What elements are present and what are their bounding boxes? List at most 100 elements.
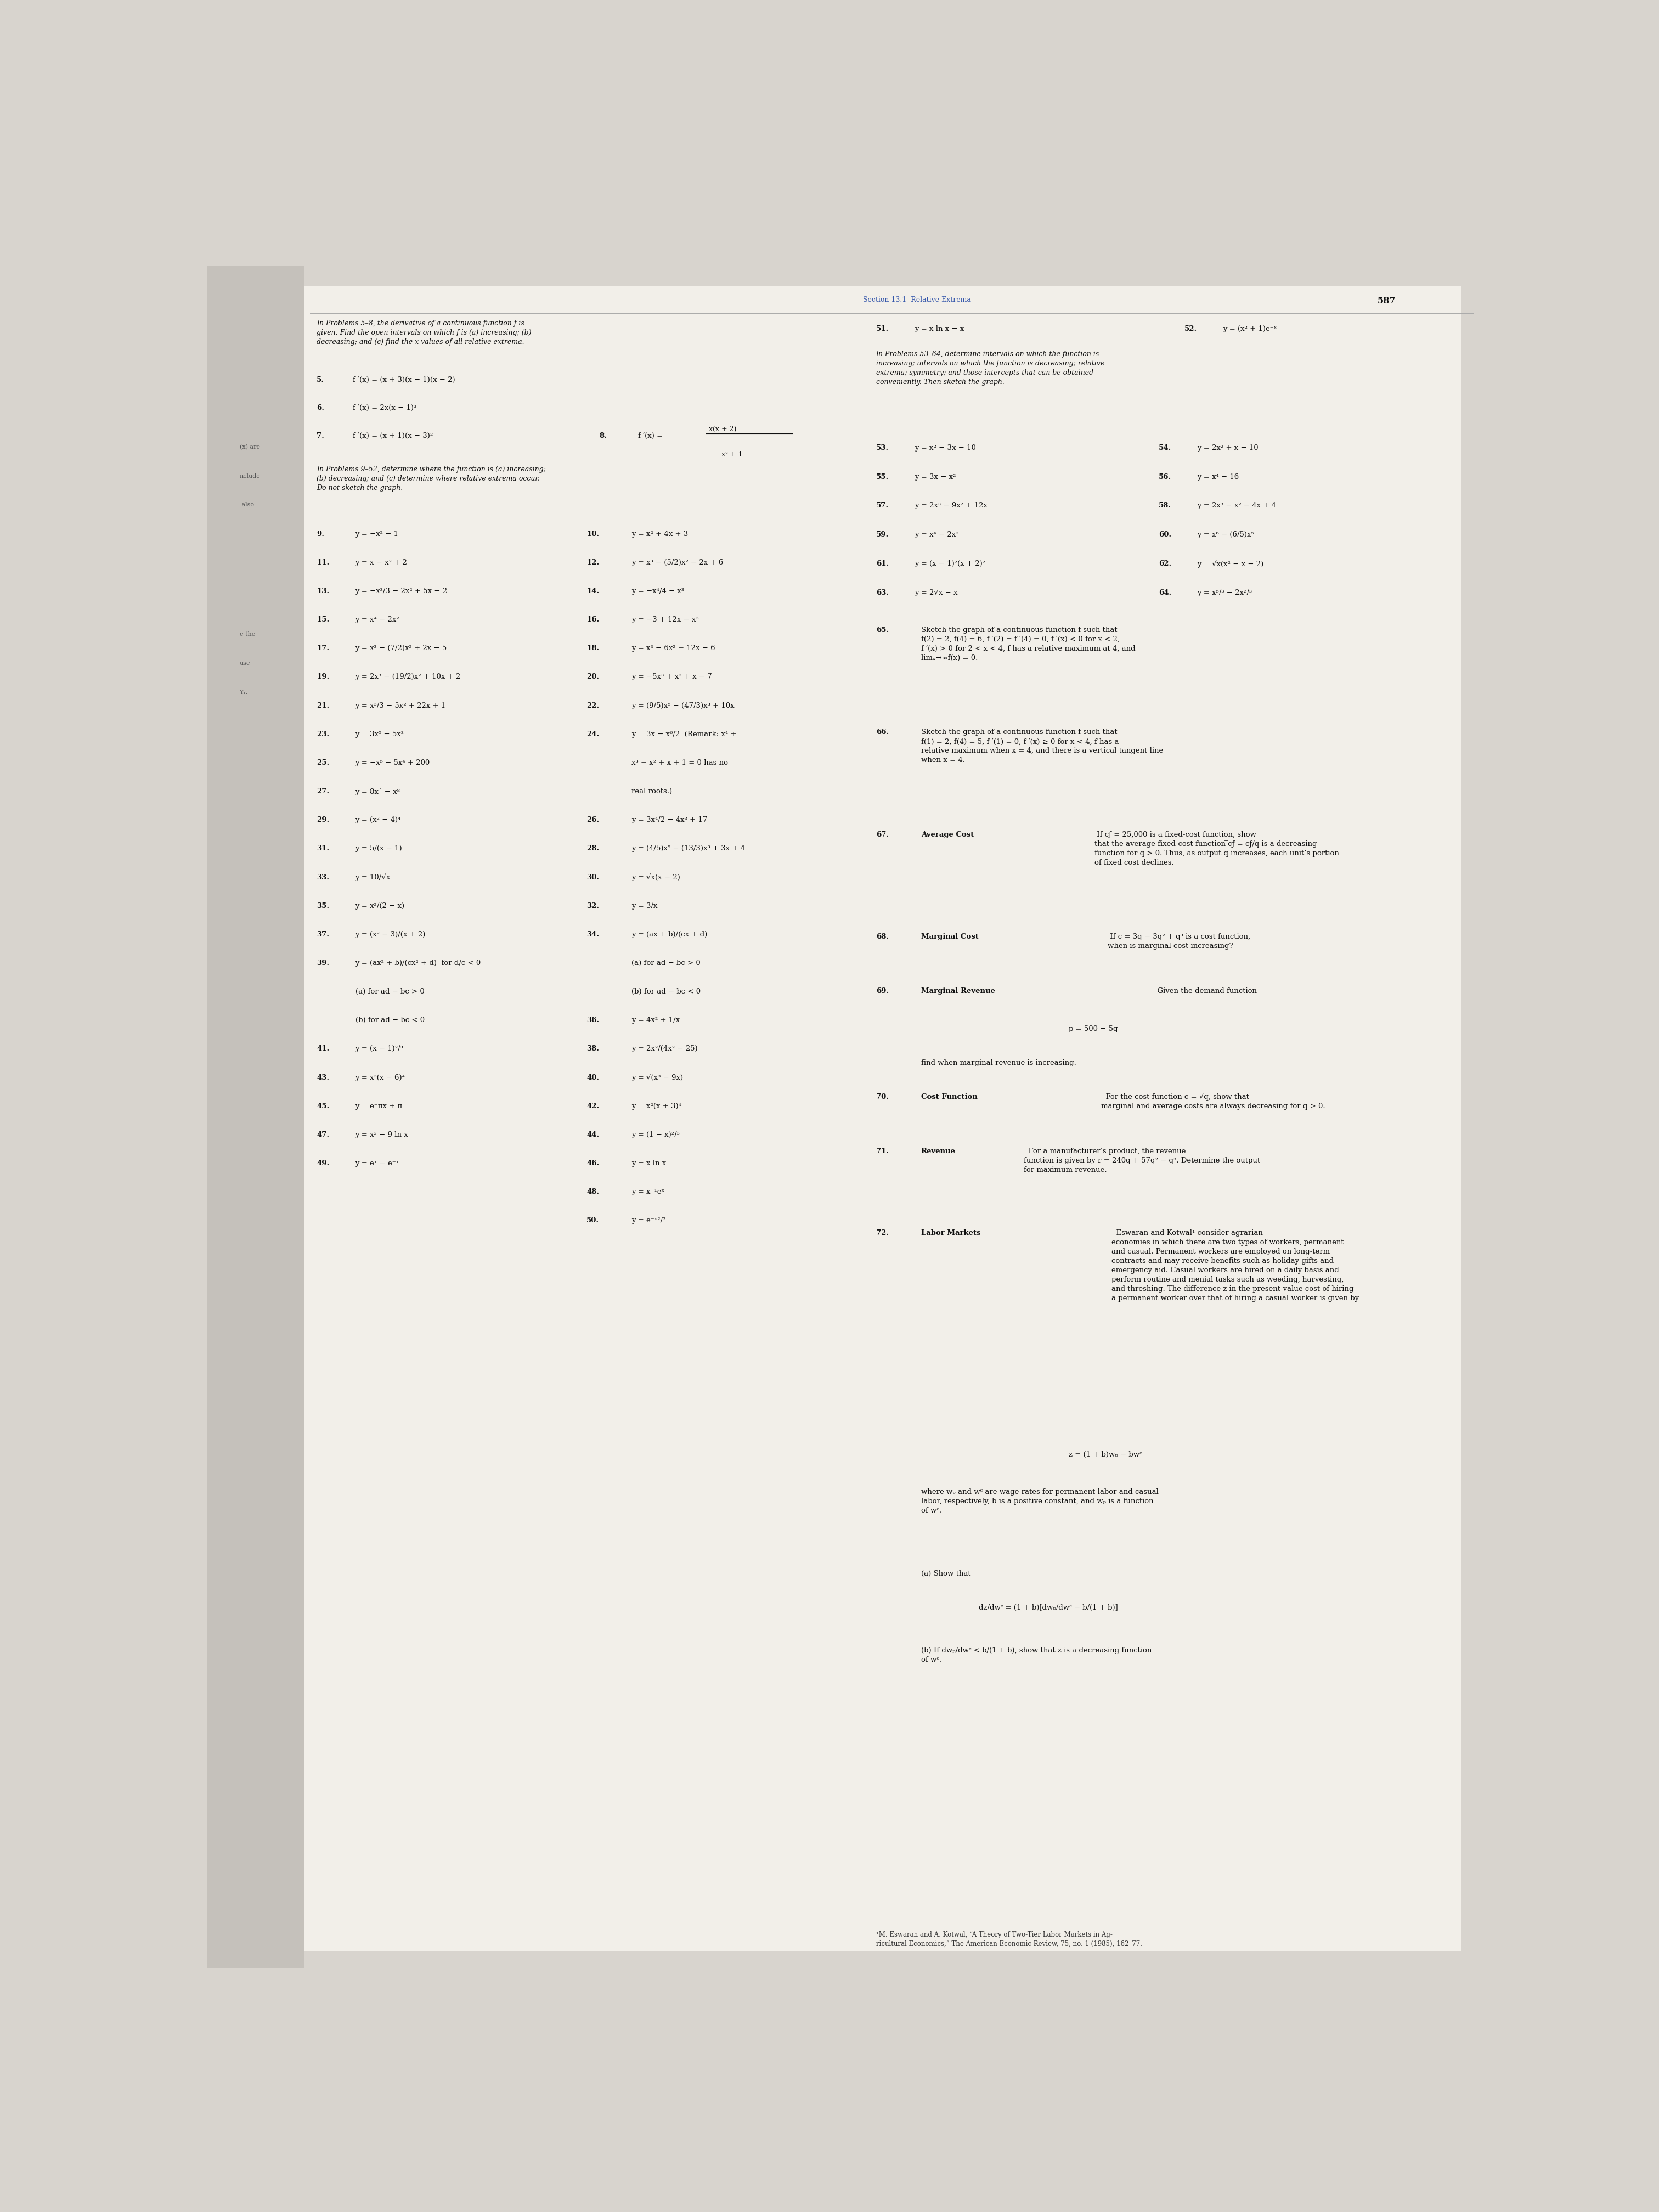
Text: In Problems 5–8, the derivative of a continuous function f is
given. Find the op: In Problems 5–8, the derivative of a con…	[317, 321, 531, 345]
Text: 10.: 10.	[587, 531, 599, 538]
Text: y = −x⁴/4 − x³: y = −x⁴/4 − x³	[632, 588, 685, 595]
Text: Given the demand function: Given the demand function	[1153, 987, 1256, 995]
Text: y = x³/3 − 5x² + 22x + 1: y = x³/3 − 5x² + 22x + 1	[355, 701, 446, 710]
Text: Marginal Revenue: Marginal Revenue	[921, 987, 995, 995]
Text: 40.: 40.	[587, 1075, 599, 1082]
Text: 31.: 31.	[317, 845, 330, 852]
Text: y = x − x² + 2: y = x − x² + 2	[355, 560, 406, 566]
Text: y = (ax + b)/(cx + d): y = (ax + b)/(cx + d)	[632, 931, 707, 938]
Text: 9.: 9.	[317, 531, 325, 538]
Text: ¹M. Eswaran and A. Kotwal, “A Theory of Two-Tier Labor Markets in Ag-
ricultural: ¹M. Eswaran and A. Kotwal, “A Theory of …	[876, 1931, 1141, 1947]
Text: y = 3x − x²: y = 3x − x²	[914, 473, 956, 480]
Text: y = (x² − 3)/(x + 2): y = (x² − 3)/(x + 2)	[355, 931, 426, 938]
Text: 26.: 26.	[587, 816, 599, 823]
Text: y = −3 + 12x − x³: y = −3 + 12x − x³	[632, 617, 698, 624]
Text: 30.: 30.	[587, 874, 599, 880]
Text: nclude: nclude	[239, 473, 260, 478]
Text: y = x³ − 6x² + 12x − 6: y = x³ − 6x² + 12x − 6	[632, 644, 715, 653]
Text: y = 3x⁵ − 5x³: y = 3x⁵ − 5x³	[355, 730, 405, 739]
Text: 66.: 66.	[876, 728, 889, 737]
Text: 54.: 54.	[1158, 445, 1171, 451]
Text: y = (ax² + b)/(cx² + d)  for d/c < 0: y = (ax² + b)/(cx² + d) for d/c < 0	[355, 960, 481, 967]
Text: (b) for ad − bc < 0: (b) for ad − bc < 0	[355, 1018, 425, 1024]
Text: (x) are: (x) are	[239, 445, 260, 449]
Text: find when marginal revenue is increasing.: find when marginal revenue is increasing…	[921, 1060, 1077, 1066]
Text: 16.: 16.	[587, 617, 599, 624]
Text: 13.: 13.	[317, 588, 330, 595]
Text: y = x³(x − 6)⁴: y = x³(x − 6)⁴	[355, 1075, 405, 1082]
Bar	[207, 265, 304, 1969]
Text: Y₁.: Y₁.	[239, 690, 247, 695]
Text: y = −x⁵ − 5x⁴ + 200: y = −x⁵ − 5x⁴ + 200	[355, 759, 430, 765]
Text: y = −5x³ + x² + x − 7: y = −5x³ + x² + x − 7	[632, 672, 712, 681]
Text: 34.: 34.	[587, 931, 599, 938]
Text: y = x⁶ − (6/5)x⁵: y = x⁶ − (6/5)x⁵	[1198, 531, 1254, 538]
Text: (b) If dwₚ/dwᶜ < b/(1 + b), show that z is a decreasing function
of wᶜ.: (b) If dwₚ/dwᶜ < b/(1 + b), show that z …	[921, 1646, 1151, 1663]
Text: f ′(x) = (x + 1)(x − 3)²: f ′(x) = (x + 1)(x − 3)²	[353, 431, 433, 440]
Text: y = 3x − x⁶/2  (Remark: x⁴ +: y = 3x − x⁶/2 (Remark: x⁴ +	[632, 730, 737, 739]
Text: y = x² + 4x + 3: y = x² + 4x + 3	[632, 531, 688, 538]
Text: y = √(x³ − 9x): y = √(x³ − 9x)	[632, 1075, 684, 1082]
Text: 19.: 19.	[317, 672, 330, 681]
Text: y = x³ − (7/2)x² + 2x − 5: y = x³ − (7/2)x² + 2x − 5	[355, 644, 446, 653]
Text: y = x⁻¹eˣ: y = x⁻¹eˣ	[632, 1188, 665, 1194]
Text: 12.: 12.	[587, 560, 599, 566]
Text: y = 2x³ − 9x² + 12x: y = 2x³ − 9x² + 12x	[914, 502, 987, 509]
Text: y = x⁴ − 16: y = x⁴ − 16	[1198, 473, 1239, 480]
Text: y = 2x³ − x² − 4x + 4: y = 2x³ − x² − 4x + 4	[1198, 502, 1276, 509]
Text: p = 500 − 5q: p = 500 − 5q	[1068, 1024, 1118, 1033]
Text: (b) for ad − bc < 0: (b) for ad − bc < 0	[632, 989, 700, 995]
Text: 11.: 11.	[317, 560, 330, 566]
Text: also: also	[239, 502, 254, 509]
Text: For the cost function c = √q, show that
marginal and average costs are always de: For the cost function c = √q, show that …	[1102, 1093, 1326, 1110]
Text: 61.: 61.	[876, 560, 889, 566]
Text: 63.: 63.	[876, 588, 889, 597]
Text: 587: 587	[1377, 296, 1395, 305]
Text: Sketch the graph of a continuous function f such that
f(2) = 2, f(4) = 6, f ′(2): Sketch the graph of a continuous functio…	[921, 626, 1135, 661]
Text: y = x ln x: y = x ln x	[632, 1159, 667, 1168]
Text: Labor Markets: Labor Markets	[921, 1230, 980, 1237]
Text: 32.: 32.	[587, 902, 599, 909]
Text: 37.: 37.	[317, 931, 328, 938]
Text: dz/dwᶜ = (1 + b)[dwₚ/dwᶜ − b/(1 + b)]: dz/dwᶜ = (1 + b)[dwₚ/dwᶜ − b/(1 + b)]	[979, 1604, 1118, 1610]
Text: y = √x(x − 2): y = √x(x − 2)	[632, 874, 680, 880]
Text: 70.: 70.	[876, 1093, 889, 1099]
Text: 45.: 45.	[317, 1102, 330, 1110]
Text: x(x + 2): x(x + 2)	[708, 425, 737, 434]
Text: In Problems 9–52, determine where the function is (a) increasing;
(b) decreasing: In Problems 9–52, determine where the fu…	[317, 465, 546, 491]
Text: Eswaran and Kotwal¹ consider agrarian
economies in which there are two types of : Eswaran and Kotwal¹ consider agrarian ec…	[1112, 1230, 1359, 1303]
Text: y = x²(x + 3)⁴: y = x²(x + 3)⁴	[632, 1102, 682, 1110]
Text: z = (1 + b)wₚ − bwᶜ: z = (1 + b)wₚ − bwᶜ	[1068, 1451, 1141, 1458]
Text: Average Cost: Average Cost	[921, 832, 974, 838]
Text: 22.: 22.	[587, 701, 599, 710]
Text: y = (x − 1)²/³: y = (x − 1)²/³	[355, 1046, 403, 1053]
Text: e the: e the	[239, 633, 255, 637]
Text: 28.: 28.	[587, 845, 599, 852]
Text: 41.: 41.	[317, 1046, 330, 1053]
Text: 33.: 33.	[317, 874, 328, 880]
Text: 44.: 44.	[587, 1130, 599, 1139]
Text: x² + 1: x² + 1	[722, 451, 743, 458]
Text: y = eˣ − e⁻ˣ: y = eˣ − e⁻ˣ	[355, 1159, 400, 1168]
Text: 15.: 15.	[317, 617, 330, 624]
Text: f ′(x) = 2x(x − 1)³: f ′(x) = 2x(x − 1)³	[353, 405, 416, 411]
Text: (a) for ad − bc > 0: (a) for ad − bc > 0	[632, 960, 700, 967]
Text: 48.: 48.	[587, 1188, 599, 1194]
Text: 20.: 20.	[587, 672, 599, 681]
Text: y = 2x³ − (19/2)x² + 10x + 2: y = 2x³ − (19/2)x² + 10x + 2	[355, 672, 461, 681]
Text: 8.: 8.	[599, 431, 607, 440]
Text: 35.: 35.	[317, 902, 330, 909]
Text: 50.: 50.	[587, 1217, 599, 1223]
Text: y = (4/5)x⁵ − (13/3)x³ + 3x + 4: y = (4/5)x⁵ − (13/3)x³ + 3x + 4	[632, 845, 745, 852]
Text: where wₚ and wᶜ are wage rates for permanent labor and casual
labor, respectivel: where wₚ and wᶜ are wage rates for perma…	[921, 1489, 1158, 1515]
Text: y = (x² − 4)⁴: y = (x² − 4)⁴	[355, 816, 401, 823]
Text: 24.: 24.	[587, 730, 599, 739]
Text: y = (9/5)x⁵ − (47/3)x³ + 10x: y = (9/5)x⁵ − (47/3)x³ + 10x	[632, 701, 735, 710]
Text: 25.: 25.	[317, 759, 330, 765]
Text: y = 8x´ − x⁸: y = 8x´ − x⁸	[355, 787, 400, 796]
Text: 65.: 65.	[876, 626, 889, 633]
Text: y = 2x² + x − 10: y = 2x² + x − 10	[1198, 445, 1259, 451]
Text: y = 3x⁴/2 − 4x³ + 17: y = 3x⁴/2 − 4x³ + 17	[632, 816, 707, 823]
Text: In Problems 53–64, determine intervals on which the function is
increasing; inte: In Problems 53–64, determine intervals o…	[876, 352, 1105, 385]
Text: f ′(x) = (x + 3)(x − 1)(x − 2): f ′(x) = (x + 3)(x − 1)(x − 2)	[353, 376, 455, 383]
